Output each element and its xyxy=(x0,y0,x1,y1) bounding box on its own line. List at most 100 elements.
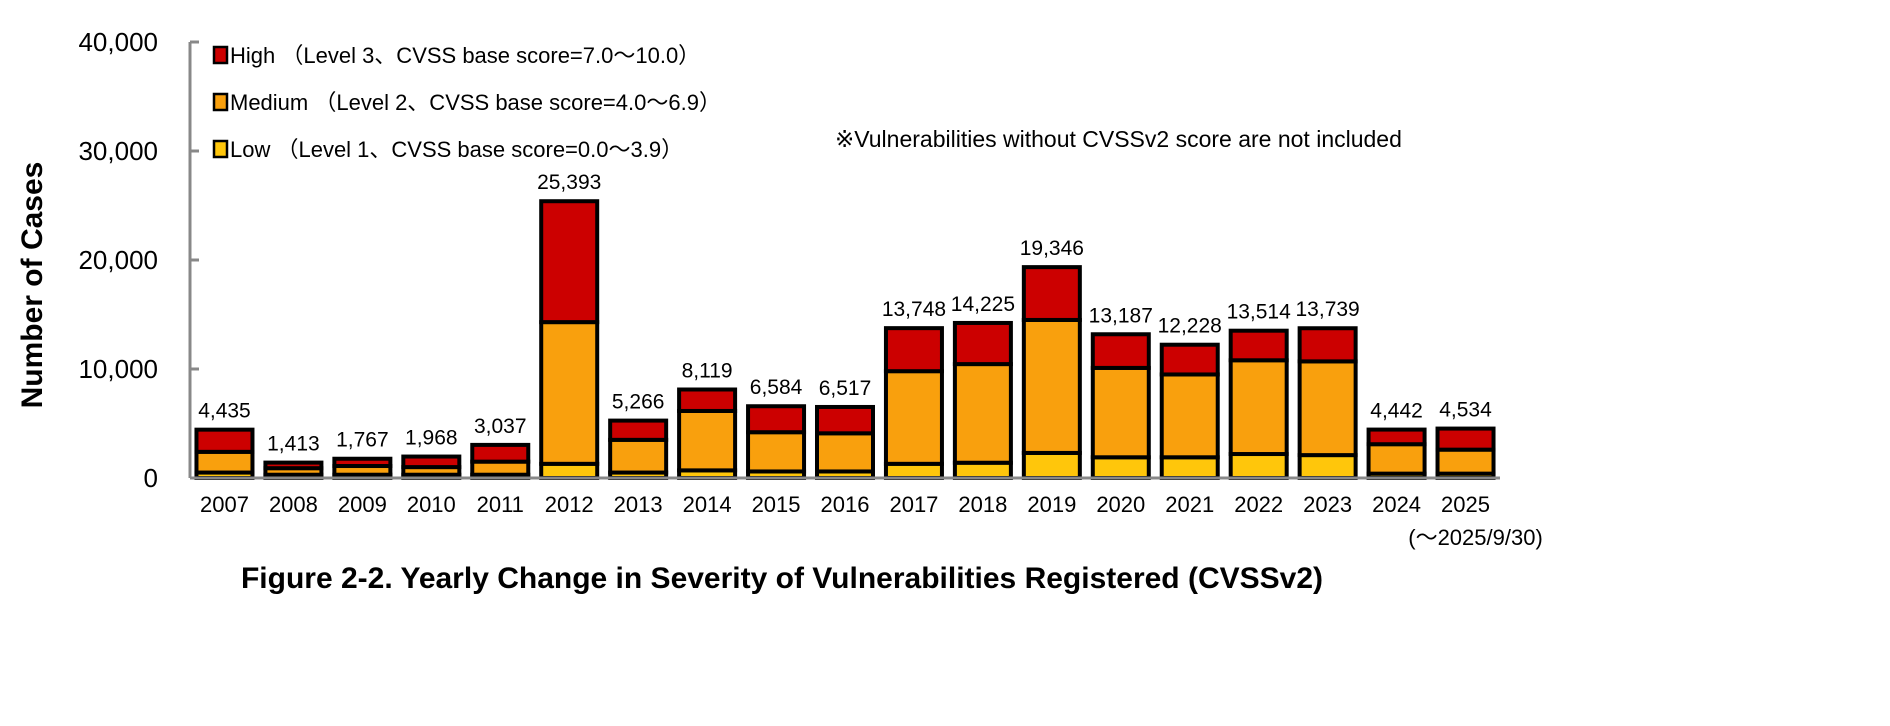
bar-segment xyxy=(1297,359,1358,458)
data-label: 1,767 xyxy=(336,429,389,452)
y-tick-label: 0 xyxy=(144,463,158,493)
bar-segment xyxy=(1021,265,1082,322)
x-tick-label: 2007 xyxy=(200,492,249,517)
bar-segment xyxy=(194,449,255,475)
bar-segment xyxy=(677,387,738,413)
data-label: 1,968 xyxy=(405,427,458,450)
y-tick-label: 40,000 xyxy=(78,27,158,57)
bar-segment xyxy=(1366,427,1427,447)
bar-segment xyxy=(194,427,255,454)
bar-segment xyxy=(677,408,738,473)
x-tick-label: 2022 xyxy=(1234,492,1283,517)
bar-segment xyxy=(746,430,807,474)
bar-segment xyxy=(1021,317,1082,455)
x-tick-label: 2009 xyxy=(338,492,387,517)
bars: 4,435 1,413 1,767 1,968 3,037 25,393 5,266 8,11… xyxy=(194,171,1496,481)
bar-segment xyxy=(1435,447,1496,476)
bar-segment xyxy=(263,460,324,471)
y-tick-label: 20,000 xyxy=(78,245,158,275)
data-label: 25,393 xyxy=(537,171,601,194)
bar-segment xyxy=(883,461,944,480)
legend-label: High （Level 3、CVSS base score=7.0～10.0） xyxy=(230,43,700,68)
bar-segment xyxy=(883,326,944,374)
bar-segment xyxy=(401,454,462,470)
data-label: 13,514 xyxy=(1227,301,1292,324)
y-axis: 0 10,000 20,000 30,000 40,000 xyxy=(78,27,199,493)
bar-segment xyxy=(1090,455,1151,481)
x-tick-label: 2016 xyxy=(821,492,870,517)
x-tick-label: 2021 xyxy=(1165,492,1214,517)
bar-segment xyxy=(883,369,944,466)
x-tick-label: 2019 xyxy=(1027,492,1076,517)
bar-segment xyxy=(1297,326,1358,364)
bar-segment xyxy=(1228,452,1289,480)
data-label: 12,228 xyxy=(1158,315,1222,338)
bar-segment xyxy=(1159,342,1220,377)
bar-segment xyxy=(1090,332,1151,370)
note: ※Vulnerabilities without CVSSv2 score ar… xyxy=(835,126,1402,152)
x-tick-sublabel: (～2025/9/30) xyxy=(1408,525,1543,550)
bar-segment xyxy=(332,456,393,469)
legend-swatch xyxy=(212,92,229,112)
x-tick-label: 2023 xyxy=(1303,492,1352,517)
x-tick-label: 2008 xyxy=(269,492,318,517)
x-tick-label: 2014 xyxy=(683,492,732,517)
bar-segment xyxy=(1228,358,1289,457)
data-label: 13,187 xyxy=(1089,304,1153,327)
legend-swatch xyxy=(212,45,229,65)
x-tick-label: 2017 xyxy=(889,492,938,517)
x-tick-label: 2011 xyxy=(477,492,524,517)
data-label: 4,442 xyxy=(1370,400,1423,423)
data-label: 13,748 xyxy=(882,298,946,321)
bar-segment xyxy=(1366,442,1427,476)
legend: High （Level 3、CVSS base score=7.0～10.0） M… xyxy=(212,43,721,162)
x-tick-label: 2018 xyxy=(958,492,1007,517)
data-label: 5,266 xyxy=(612,391,665,414)
bar-segment xyxy=(1090,365,1151,460)
bar-segment xyxy=(1159,455,1220,481)
data-label: 13,739 xyxy=(1296,298,1360,321)
x-tick-label: 2025 xyxy=(1441,492,1490,517)
legend-swatch xyxy=(212,139,229,159)
bar-segment xyxy=(1021,450,1082,480)
data-label: 6,517 xyxy=(819,377,872,400)
bar-segment xyxy=(470,442,531,464)
bar-segment xyxy=(952,460,1013,480)
bar-segment xyxy=(539,320,600,466)
chart-title: Figure 2-2. Yearly Change in Severity of… xyxy=(241,562,1323,595)
y-axis-label: Number of Cases xyxy=(16,162,49,409)
data-label: 1,413 xyxy=(267,433,320,456)
data-label: 8,119 xyxy=(682,360,733,383)
x-tick-label: 2013 xyxy=(614,492,663,517)
data-label: 3,037 xyxy=(474,415,527,438)
data-label: 4,435 xyxy=(198,400,251,423)
data-label: 4,534 xyxy=(1439,399,1492,422)
y-tick-label: 30,000 xyxy=(78,136,158,166)
x-tick-label: 2010 xyxy=(407,492,456,517)
bar-segment xyxy=(608,437,669,475)
data-label: 14,225 xyxy=(951,293,1015,316)
bar-segment xyxy=(952,362,1013,465)
bar-segment xyxy=(1297,453,1358,480)
bar-segment xyxy=(539,199,600,325)
bar-segment xyxy=(1435,426,1496,452)
x-tick-label: 2024 xyxy=(1372,492,1421,517)
legend-label: Low （Level 1、CVSS base score=0.0～3.9） xyxy=(230,137,683,162)
y-tick-label: 10,000 xyxy=(78,354,158,384)
x-axis: 2007 2008 2009 2010 2011 2012 2013 2014 2015 2016… xyxy=(190,476,1543,550)
bar-segment xyxy=(608,418,669,442)
data-label: 19,346 xyxy=(1020,237,1084,260)
bar-segment xyxy=(815,431,875,474)
bar-segment xyxy=(815,404,875,436)
x-tick-label: 2020 xyxy=(1096,492,1145,517)
bar-segment xyxy=(746,404,807,435)
bar-segment xyxy=(539,461,600,480)
bar-segment xyxy=(1228,328,1289,363)
data-label: 6,584 xyxy=(750,376,803,399)
x-tick-label: 2012 xyxy=(545,492,594,517)
bar-segment xyxy=(952,320,1013,367)
bar-segment xyxy=(1159,372,1220,460)
x-tick-label: 2015 xyxy=(752,492,801,517)
legend-label: Medium （Level 2、CVSS base score=4.0～6.9） xyxy=(230,90,721,115)
